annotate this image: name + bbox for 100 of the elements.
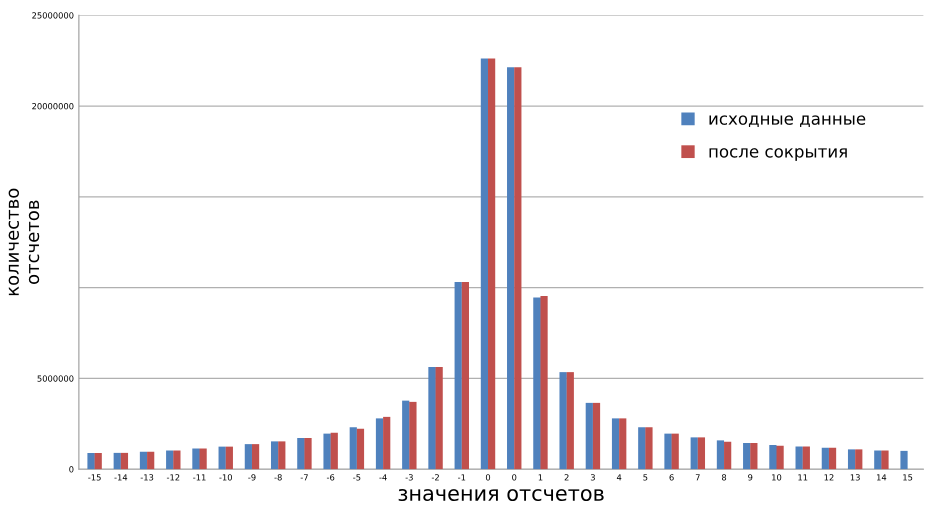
bar xyxy=(828,448,836,470)
bar xyxy=(881,450,889,470)
bar xyxy=(507,67,514,470)
x-tick-label: -5 xyxy=(353,474,360,481)
x-tick-label: 1 xyxy=(538,474,542,480)
x-tick-label: -7 xyxy=(300,474,308,480)
bar xyxy=(114,452,121,470)
x-tick-label: 2 xyxy=(564,474,568,480)
bar xyxy=(690,437,698,470)
x-axis-title: значения отсчетов xyxy=(398,489,604,502)
bar xyxy=(297,438,304,470)
bar xyxy=(822,448,829,470)
bar xyxy=(750,443,758,470)
bar xyxy=(848,449,856,470)
bar xyxy=(173,450,181,470)
x-tick-label: 15 xyxy=(903,474,912,481)
bar xyxy=(330,432,338,470)
x-tick-label: -1 xyxy=(458,474,466,480)
bar xyxy=(200,448,207,470)
bar xyxy=(278,441,286,470)
x-tick-label: -4 xyxy=(379,474,387,480)
bar xyxy=(166,450,174,470)
bar xyxy=(480,58,488,470)
x-tick-label: 8 xyxy=(722,474,726,481)
bar xyxy=(769,445,776,470)
bar xyxy=(802,446,810,470)
bar xyxy=(376,418,384,470)
x-tick-label: 10 xyxy=(772,474,782,481)
bar xyxy=(356,428,364,470)
x-tick-label: -6 xyxy=(326,474,334,481)
y-tick-label: 5000000 xyxy=(38,375,74,382)
bar xyxy=(304,438,312,470)
bar xyxy=(192,448,200,470)
bar xyxy=(533,297,540,470)
bar xyxy=(454,282,462,470)
x-tick-label: 6 xyxy=(670,474,674,481)
x-tick-label: -12 xyxy=(166,474,180,480)
bar xyxy=(147,452,154,470)
x-tick-label: -11 xyxy=(193,474,206,480)
x-tick-label: 0 xyxy=(512,474,516,481)
bar xyxy=(776,446,784,470)
bar xyxy=(855,449,862,470)
bar xyxy=(436,366,443,470)
bar xyxy=(698,437,706,470)
bar xyxy=(559,372,567,470)
bar xyxy=(612,418,620,470)
bar xyxy=(619,418,626,470)
bar xyxy=(383,416,390,470)
x-tick-label: -15 xyxy=(88,474,101,481)
bar xyxy=(514,67,522,470)
legend-label: после сокрытия xyxy=(710,148,847,161)
bar xyxy=(218,446,226,470)
y-tick-label: 25000000 xyxy=(32,12,74,19)
bar xyxy=(226,446,233,470)
x-tick-label: 12 xyxy=(824,474,834,480)
x-tick-label: -2 xyxy=(432,474,439,480)
bar xyxy=(402,400,410,470)
x-tick-label: -14 xyxy=(114,474,128,480)
x-tick-label: 11 xyxy=(798,474,808,480)
x-tick-label: -13 xyxy=(140,474,154,481)
y-axis-title: количество отсчетов xyxy=(8,188,40,296)
bar xyxy=(428,366,436,470)
bar xyxy=(743,443,750,470)
bar xyxy=(350,427,357,470)
bar xyxy=(540,296,548,470)
x-tick-label: -3 xyxy=(406,474,413,481)
y-tick-label: 0 xyxy=(69,466,74,472)
bar xyxy=(796,446,803,470)
x-tick-label: -9 xyxy=(248,474,256,481)
bar xyxy=(488,58,496,470)
x-tick-label: 9 xyxy=(748,474,752,481)
x-tick-label: 7 xyxy=(696,474,700,480)
bar xyxy=(244,444,252,470)
bar xyxy=(566,372,574,470)
x-tick-label: 3 xyxy=(590,474,595,481)
x-tick-label: 13 xyxy=(850,474,860,481)
bar xyxy=(672,434,679,470)
bar xyxy=(724,442,732,470)
x-tick-label: 5 xyxy=(643,474,648,481)
x-tick-label: 14 xyxy=(877,474,886,480)
legend-label: исходные данные xyxy=(710,115,866,127)
y-tick-label: 20000000 xyxy=(32,103,74,110)
x-tick-label: 4 xyxy=(616,474,622,480)
x-tick-label: -8 xyxy=(274,474,282,481)
bar xyxy=(323,434,331,470)
bar xyxy=(716,440,724,470)
bar xyxy=(645,427,653,470)
bar xyxy=(462,282,469,470)
bar xyxy=(270,441,278,470)
bar xyxy=(140,452,148,470)
bar xyxy=(638,427,646,470)
bar xyxy=(87,453,95,470)
bar xyxy=(664,434,672,470)
bar xyxy=(252,444,260,470)
bar xyxy=(409,402,417,470)
x-tick-label: 0 xyxy=(486,474,490,481)
x-tick-label: -10 xyxy=(219,474,232,481)
bar xyxy=(586,402,593,470)
bar xyxy=(874,450,882,470)
bar xyxy=(120,452,128,470)
